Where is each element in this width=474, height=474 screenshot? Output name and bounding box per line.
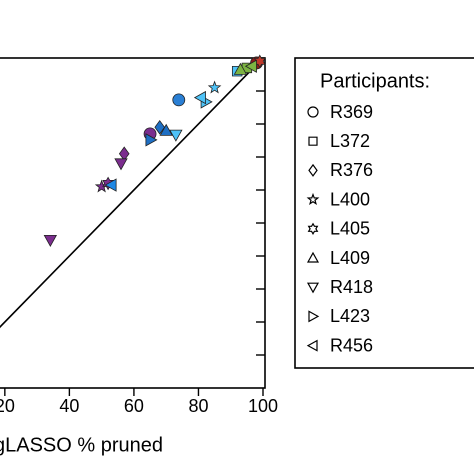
- legend-label: L409: [330, 248, 370, 268]
- x-tick-label: 80: [188, 396, 208, 416]
- point: [145, 133, 158, 147]
- point: [244, 59, 257, 73]
- plot-frame: [0, 57, 266, 389]
- point: [154, 120, 166, 135]
- legend-marker: [306, 251, 320, 263]
- reference-line: [0, 57, 264, 329]
- legend-title: Participants:: [320, 70, 430, 92]
- point: [207, 80, 222, 94]
- legend-label: L405: [330, 219, 370, 239]
- legend-marker: [307, 222, 319, 235]
- point: [114, 158, 128, 171]
- legend-label: L372: [330, 131, 370, 151]
- point: [193, 90, 206, 105]
- point: [169, 129, 183, 142]
- point: [159, 123, 173, 136]
- point: [43, 234, 58, 247]
- legend-marker: [308, 163, 318, 177]
- point: [118, 146, 130, 161]
- point: [172, 93, 186, 107]
- x-tick-label: 20: [0, 396, 15, 416]
- legend-marker: [306, 339, 318, 352]
- x-tick-label: 40: [59, 396, 79, 416]
- x-tick-label: 60: [124, 396, 144, 416]
- point: [104, 178, 117, 192]
- legend-marker: [308, 136, 318, 146]
- legend-box: [294, 57, 474, 369]
- legend-label: R418: [330, 277, 373, 297]
- legend-label: L423: [330, 306, 370, 326]
- x-tick-label: 100: [248, 396, 278, 416]
- point: [253, 54, 266, 69]
- x-axis-label: gLASSO % pruned: [0, 434, 163, 456]
- point: [233, 62, 248, 75]
- legend-label: R369: [330, 102, 373, 122]
- legend-marker: [307, 106, 319, 118]
- legend-marker: [306, 192, 320, 206]
- legend-label: R376: [330, 160, 373, 180]
- legend-label: L400: [330, 189, 370, 209]
- legend-marker: [306, 282, 320, 294]
- legend-label: R456: [330, 335, 373, 355]
- legend-marker: [308, 310, 320, 323]
